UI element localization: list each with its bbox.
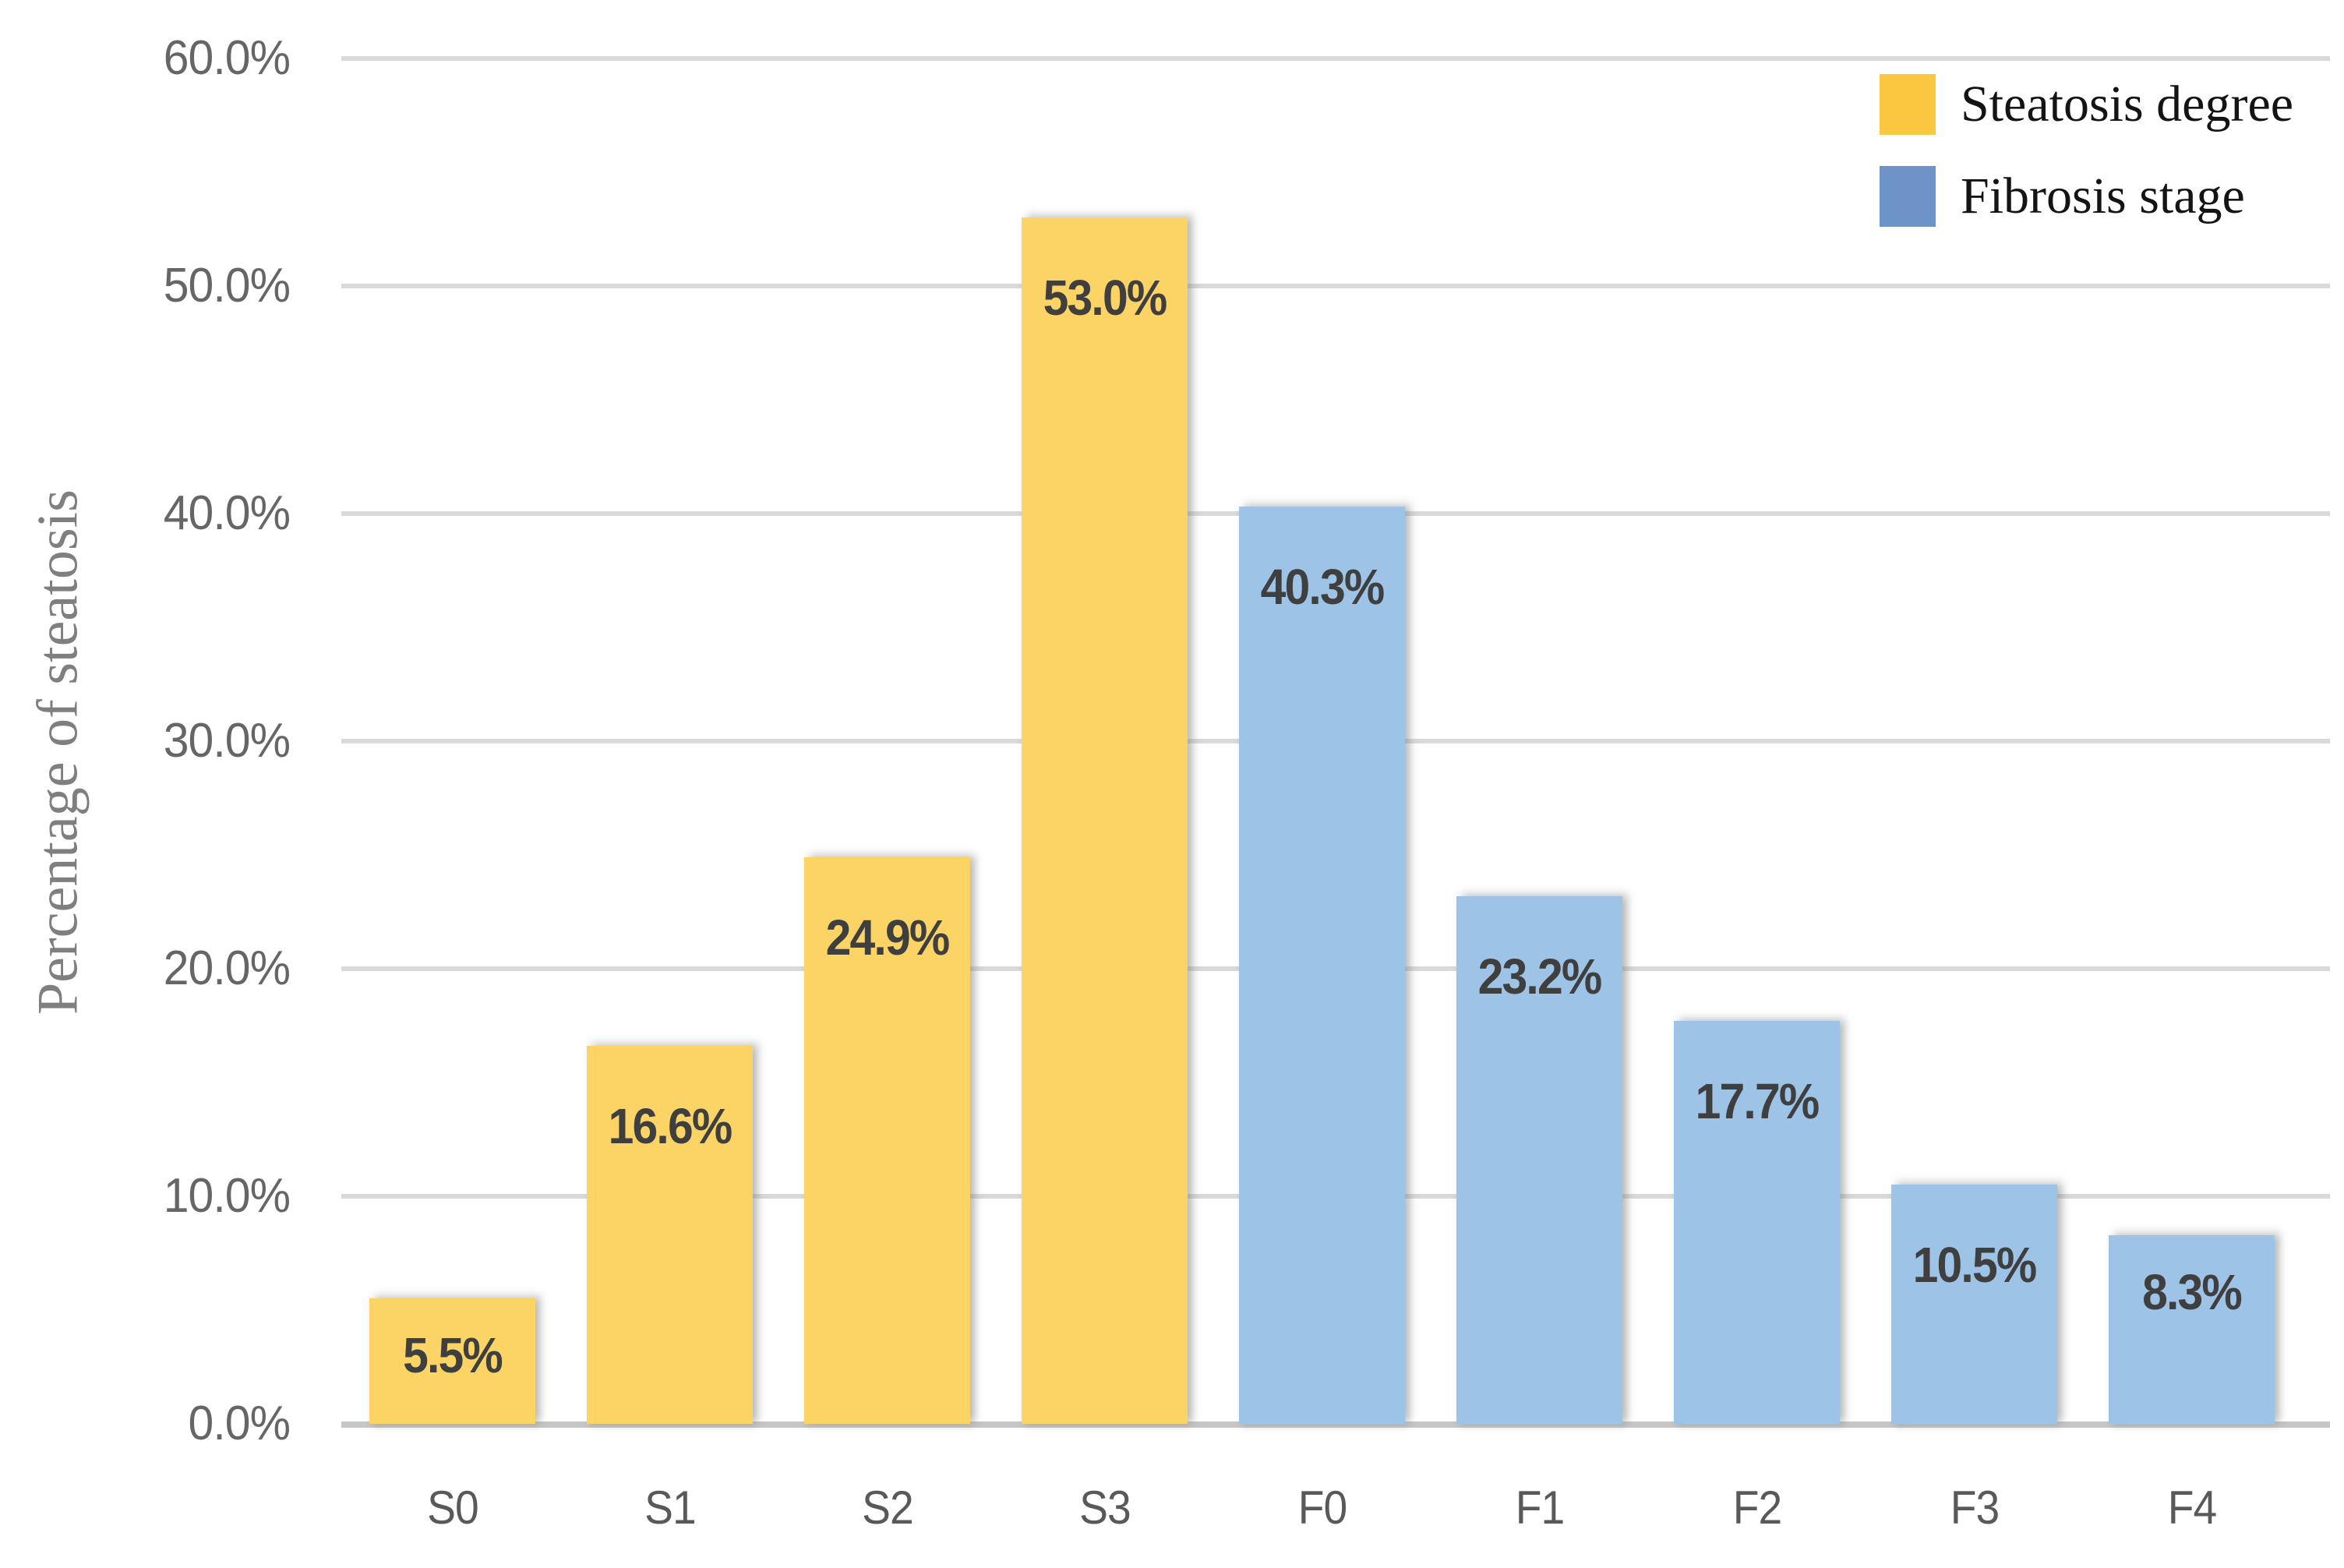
x-tick-label-f4: F4 [2167,1481,2217,1534]
y-gridline-0.0 [341,1421,2330,1428]
y-tick-label-60.0: 60.0% [163,31,291,85]
bar-f3: 10.5% [1891,1185,2057,1424]
y-tick-label-10.0: 10.0% [163,1169,291,1223]
bar-value-label-f0: 40.3% [1260,559,1386,615]
bar-f4: 8.3% [2109,1235,2275,1424]
y-tick-label-0.0: 0.0% [188,1397,291,1450]
bar-value-label-f3: 10.5% [1912,1237,2038,1293]
bar-f2: 17.7% [1674,1021,1840,1424]
bar-f0: 40.3% [1239,507,1405,1424]
x-tick-label-s0: S0 [426,1481,479,1534]
x-tick-label-f3: F3 [1950,1481,2000,1534]
bar-s0: 5.5% [369,1298,535,1424]
x-tick-label-s2: S2 [861,1481,914,1534]
y-gridline-60.0 [341,56,2330,61]
x-tick-label-s1: S1 [644,1481,697,1534]
bar-s1: 16.6% [587,1046,753,1424]
legend-label-fibrosis-stage: Fibrosis stage [1961,168,2245,224]
x-tick-label-f2: F2 [1732,1481,1782,1534]
x-tick-label-f0: F0 [1297,1481,1347,1534]
bar-s2: 24.9% [804,857,970,1424]
y-tick-label-20.0: 20.0% [163,941,291,995]
x-tick-label-s3: S3 [1078,1481,1131,1534]
bar-value-label-f1: 23.2% [1477,948,1603,1005]
legend-swatch-fibrosis-stage [1880,166,1936,227]
legend-swatch-steatosis-degree [1880,74,1936,135]
bar-value-label-s0: 5.5% [403,1327,503,1383]
bar-value-label-s1: 16.6% [608,1098,733,1154]
bar-value-label-s2: 24.9% [825,909,951,966]
y-tick-label-40.0: 40.0% [163,486,291,540]
plot-area: 5.5% 16.6% 24.9% 53.0% 40.3% 23.2% 17.7% 10.5% 8… [341,56,2330,1428]
bar-f1: 23.2% [1456,896,1622,1424]
y-tick-label-50.0: 50.0% [163,259,291,313]
bar-s3: 53.0% [1022,217,1188,1424]
x-tick-label-f1: F1 [1515,1481,1565,1534]
y-tick-label-30.0: 30.0% [163,714,291,768]
y-gridline-50.0 [341,284,2330,288]
bar-value-label-s3: 53.0% [1043,270,1168,326]
bar-value-label-f2: 17.7% [1695,1073,1820,1129]
legend-label-steatosis-degree: Steatosis degree [1961,76,2294,132]
bar-value-label-f4: 8.3% [2142,1264,2243,1320]
